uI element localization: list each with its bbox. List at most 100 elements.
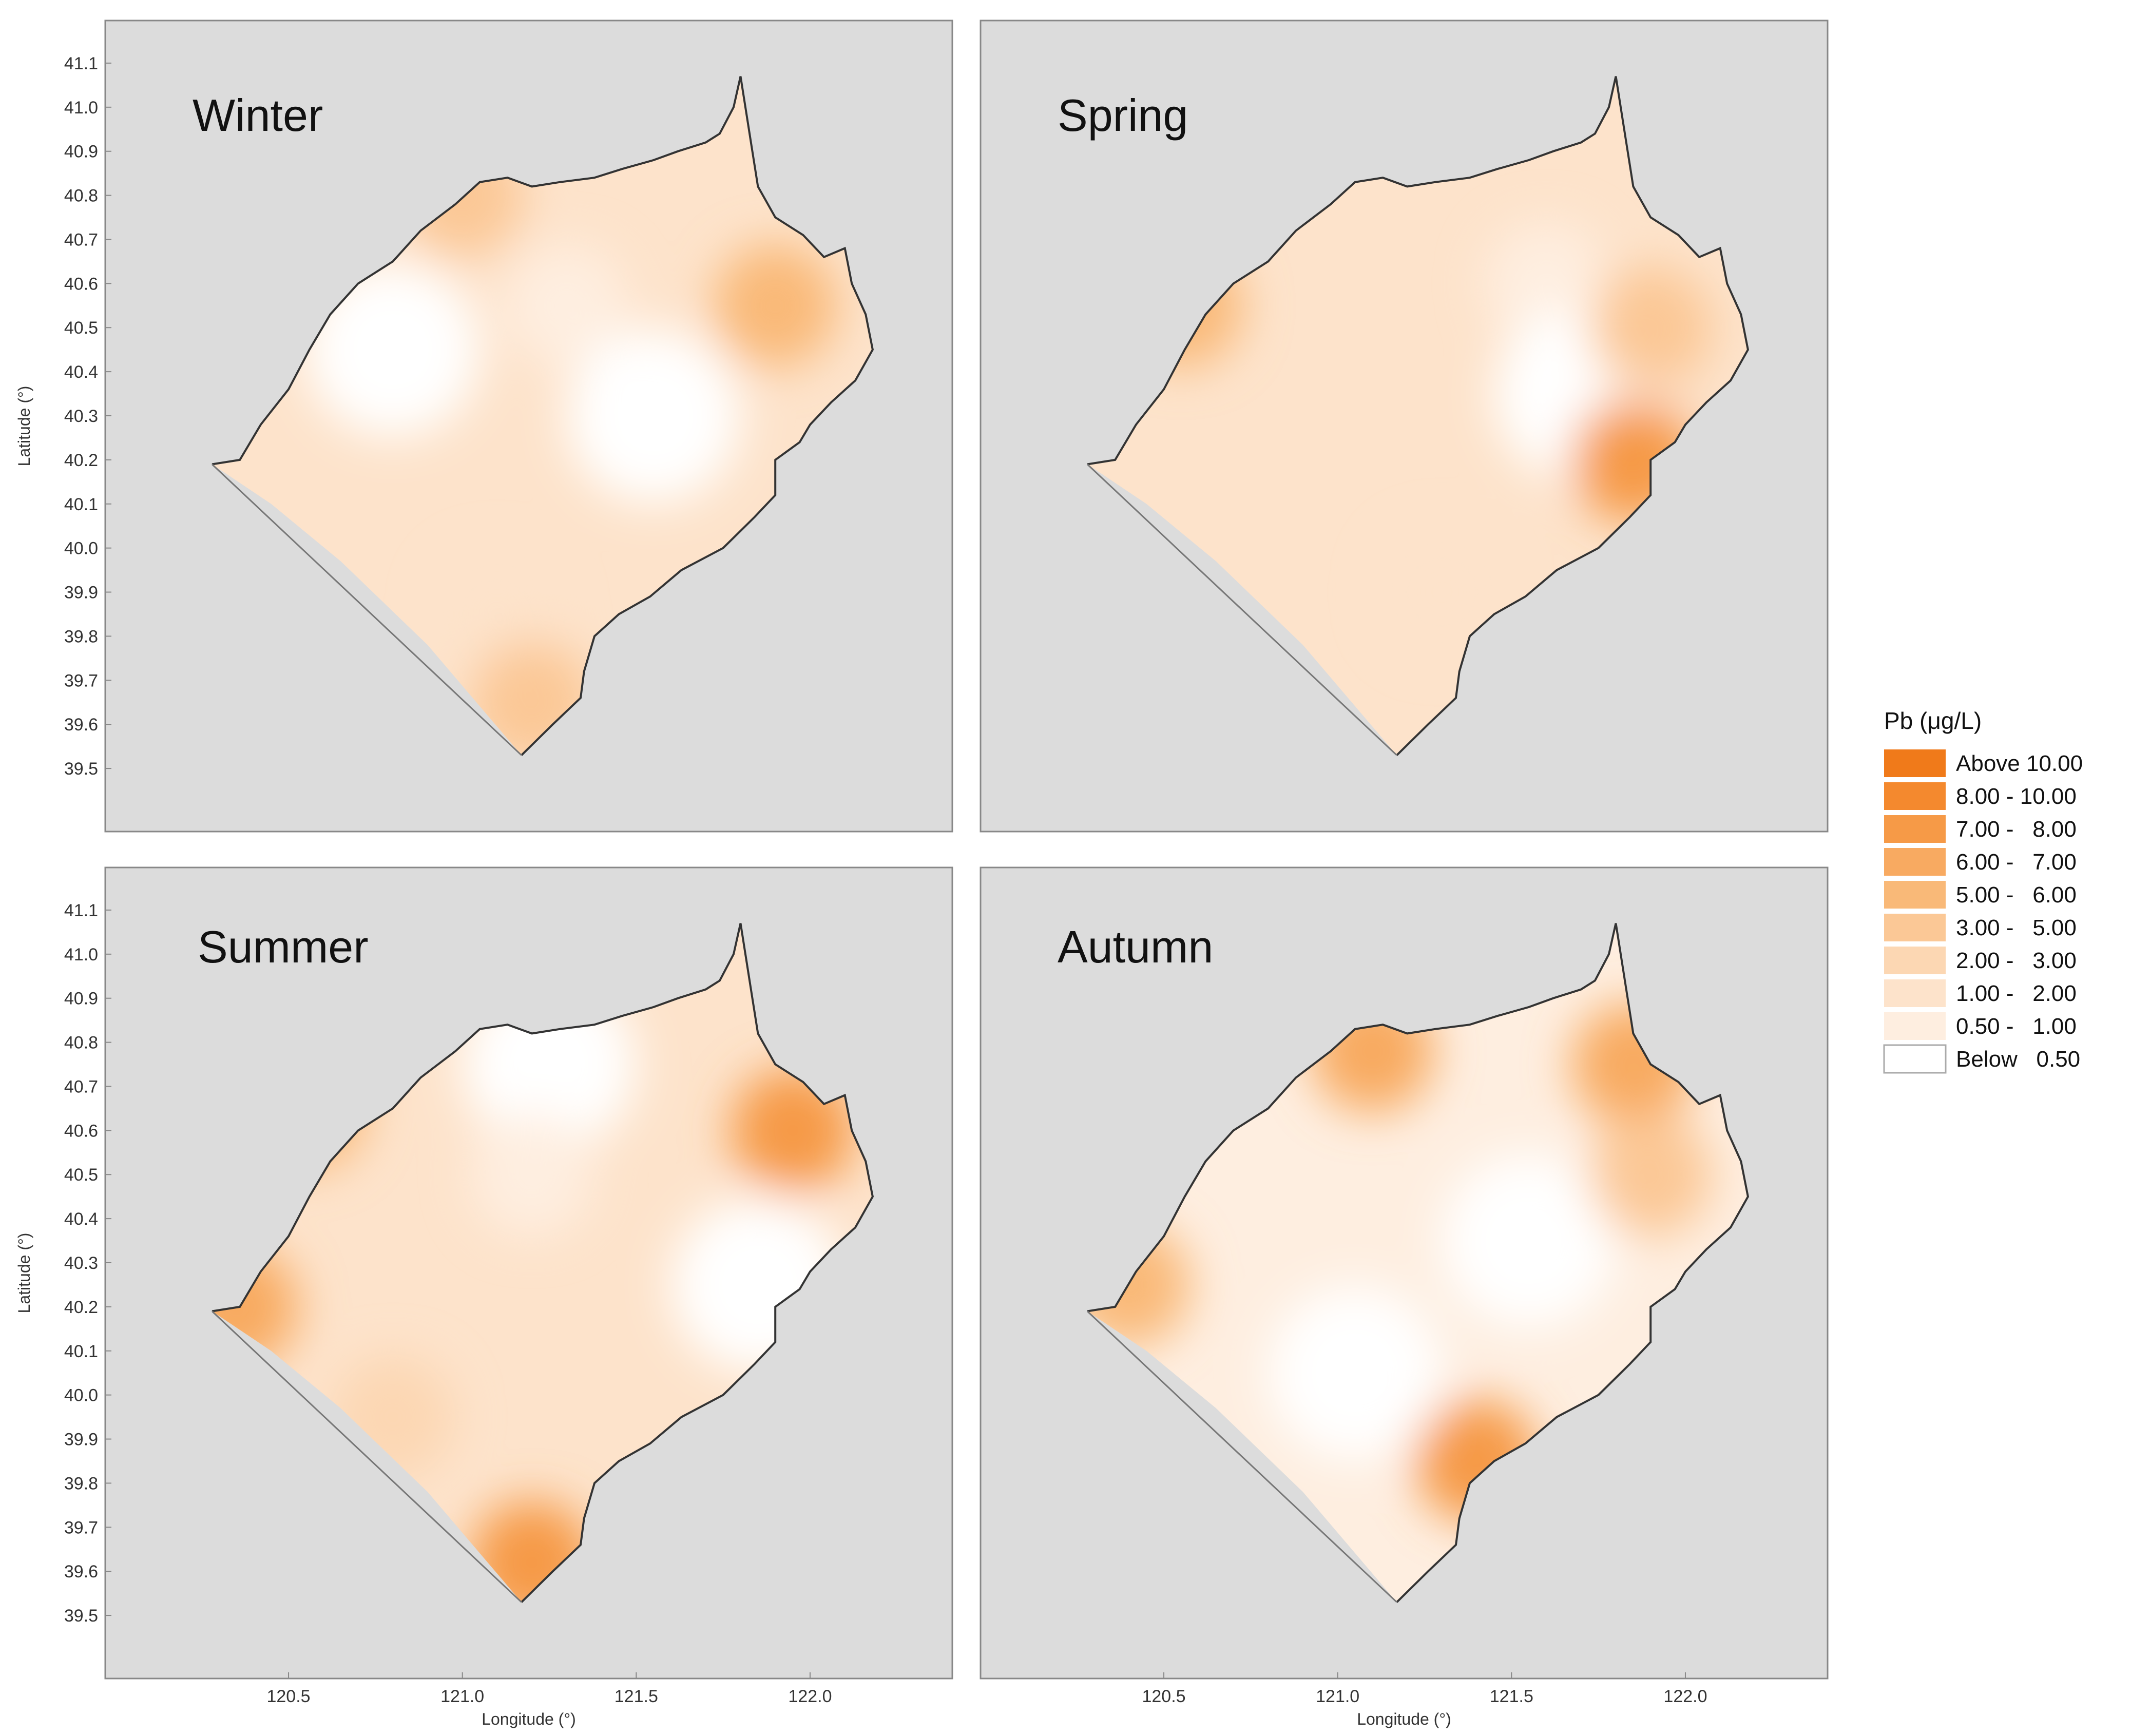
y-axis-title-top: Latitude (°) [15, 386, 33, 467]
concentration-zone [305, 262, 481, 437]
coastline [212, 923, 874, 1603]
latitude-tick-label: 40.7 [64, 1077, 98, 1096]
latitude-tick-label: 39.6 [64, 715, 98, 735]
concentration-zone [566, 329, 741, 503]
latitude-tick-label: 40.7 [64, 230, 98, 249]
legend-label: 0.50 - 1.00 [1956, 1014, 2077, 1039]
longitude-tick-label: 121.0 [1316, 1687, 1359, 1706]
longitude-tick-label: 122.0 [1663, 1687, 1707, 1706]
longitude-tick-label: 120.5 [1142, 1687, 1185, 1706]
latitude-tick-label: 40.6 [64, 274, 98, 294]
legend-label: 1.00 - 2.00 [1956, 981, 2077, 1006]
latitude-tick-label: 39.7 [64, 1518, 98, 1537]
open-sea-boundary [212, 464, 522, 756]
x-axis-title-right: Longitude (°) [1357, 1710, 1451, 1728]
latitude-tick-label: 41.1 [64, 54, 98, 73]
bay-area [212, 76, 873, 756]
legend-swatch [1884, 815, 1946, 843]
latitude-tick-label: 40.2 [64, 1298, 98, 1317]
latitude-tick-label: 40.0 [64, 539, 98, 558]
latitude-tick-label: 40.3 [64, 407, 98, 426]
concentration-zone [714, 244, 837, 368]
legend-label: 8.00 - 10.00 [1956, 784, 2077, 809]
season-title: Summer [198, 921, 369, 972]
longitude-ticks-left: 120.5 121.0 121.5 122.0 [266, 1672, 832, 1706]
latitude-tick-label: 40.1 [64, 495, 98, 514]
legend-swatch [1884, 1012, 1946, 1040]
concentration-zone [1589, 266, 1713, 390]
open-sea-boundary [1087, 1310, 1397, 1603]
open-sea-boundary [212, 1310, 522, 1603]
legend: Pb (μg/L) Above 10.00 8.00 - 10.00 7.00 - … [1883, 707, 2083, 1074]
concentration-zone [505, 244, 628, 368]
y-axis-title-bottom: Latitude (°) [15, 1233, 33, 1314]
latitude-tick-label: 40.5 [64, 1165, 98, 1185]
panel-autumn: Autumn [980, 866, 1829, 1680]
latitude-tick-label: 40.2 [64, 451, 98, 470]
latitude-tick-label: 39.5 [64, 759, 98, 779]
legend-swatch [1884, 881, 1946, 909]
concentration-zone [1442, 1153, 1617, 1328]
latitude-tick-label: 39.5 [64, 1606, 98, 1626]
legend-swatch [1884, 848, 1946, 876]
panel-spring: Spring [980, 20, 1829, 833]
longitude-tick-label: 121.5 [1490, 1687, 1533, 1706]
concentration-zone [1268, 1285, 1443, 1460]
legend-swatch [1884, 782, 1946, 810]
latitude-tick-label: 40.1 [64, 1342, 98, 1361]
x-axis-title-left: Longitude (°) [482, 1710, 576, 1728]
coastline [1087, 923, 1750, 1603]
longitude-tick-label: 122.0 [788, 1687, 832, 1706]
concentration-zone [1589, 1113, 1713, 1237]
latitude-tick-label: 40.8 [64, 186, 98, 206]
longitude-tick-label: 121.5 [615, 1687, 658, 1706]
legend-label: Below 0.50 [1956, 1047, 2080, 1072]
concentration-zone [1380, 530, 1504, 654]
latitude-tick-label: 40.3 [64, 1253, 98, 1273]
coastline [212, 76, 874, 756]
legend-swatch [1884, 979, 1946, 1007]
latitude-tick-label: 40.9 [64, 142, 98, 162]
panel-summer: Summer [104, 866, 953, 1680]
latitude-tick-label: 40.0 [64, 1386, 98, 1405]
latitude-tick-label: 41.0 [64, 945, 98, 965]
panel-winter: Winter [104, 20, 953, 833]
concentration-zone [470, 1113, 594, 1237]
latitude-tick-label: 40.6 [64, 1121, 98, 1141]
latitude-tick-label: 40.4 [64, 362, 98, 382]
latitude-tick-label: 39.8 [64, 627, 98, 646]
longitude-tick-label: 120.5 [266, 1687, 310, 1706]
longitude-tick-label: 121.0 [440, 1687, 484, 1706]
legend-label: 3.00 - 5.00 [1956, 915, 2077, 940]
legend-swatch [1884, 749, 1946, 777]
coastline [1087, 76, 1750, 756]
latitude-tick-label: 39.9 [64, 1430, 98, 1450]
latitude-ticks-bottom: 39.5 39.6 39.7 39.8 39.9 40.0 40.1 40.2 40.3 40.4… [64, 901, 111, 1626]
legend-label: 6.00 - 7.00 [1956, 850, 2077, 875]
legend-swatch [1883, 1044, 1947, 1074]
season-title: Spring [1058, 90, 1188, 141]
legend-label: 2.00 - 3.00 [1956, 948, 2077, 973]
latitude-ticks-top: 39.5 39.6 39.7 39.8 39.9 40.0 40.1 40.2 40.3 40.4… [64, 54, 111, 779]
legend-label: 7.00 - 8.00 [1956, 817, 2077, 842]
latitude-tick-label: 39.7 [64, 671, 98, 690]
latitude-tick-label: 40.5 [64, 318, 98, 338]
latitude-tick-label: 39.9 [64, 583, 98, 603]
legend-label: 5.00 - 6.00 [1956, 882, 2077, 908]
legend-label: Above 10.00 [1956, 751, 2083, 776]
latitude-tick-label: 40.9 [64, 989, 98, 1009]
latitude-tick-label: 39.6 [64, 1562, 98, 1581]
season-title: Winter [193, 90, 323, 141]
legend-swatch [1884, 947, 1946, 974]
legend-swatch [1884, 914, 1946, 941]
latitude-tick-label: 39.8 [64, 1474, 98, 1493]
season-title: Autumn [1058, 921, 1213, 972]
latitude-tick-label: 40.8 [64, 1033, 98, 1053]
legend-title: Pb (μg/L) [1884, 707, 1982, 734]
longitude-ticks-right: 120.5 121.0 121.5 122.0 [1142, 1672, 1707, 1706]
latitude-tick-label: 41.0 [64, 98, 98, 118]
latitude-tick-label: 40.4 [64, 1209, 98, 1229]
open-sea-boundary [1087, 464, 1397, 756]
latitude-tick-label: 41.1 [64, 901, 98, 920]
